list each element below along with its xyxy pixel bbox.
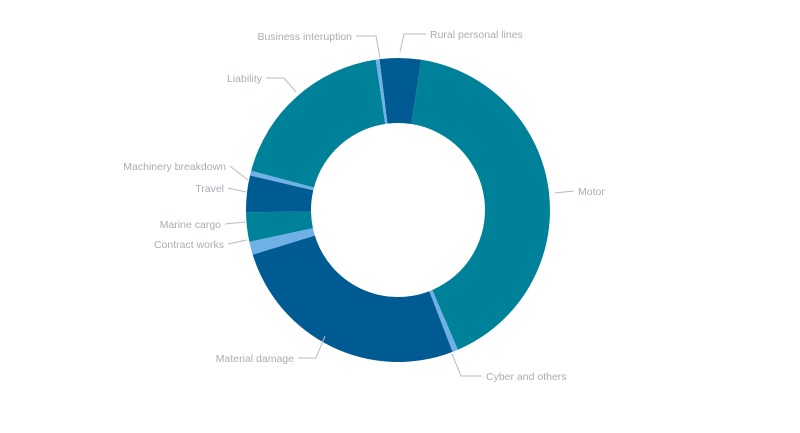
label-motor: Motor	[578, 186, 605, 198]
label-material-damage: Material damage	[216, 353, 294, 365]
label-travel: Travel	[195, 183, 224, 195]
leader-rural	[399, 33, 426, 53]
slice-business-interuption[interactable]	[375, 59, 388, 124]
slice-labels: Rural personal lines Business interuptio…	[123, 29, 605, 383]
label-business-interuption: Business interuption	[257, 31, 352, 43]
slice-machinery-breakdown[interactable]	[249, 170, 314, 191]
slice-cyber-and-others[interactable]	[429, 289, 458, 352]
slice-travel[interactable]	[246, 175, 314, 213]
leader-machinery	[229, 165, 249, 181]
leader-lines	[224, 33, 575, 377]
leader-business	[356, 35, 381, 59]
leader-cyber	[451, 353, 482, 377]
slice-liability[interactable]	[251, 59, 386, 188]
leader-motor	[554, 190, 575, 194]
label-machinery-breakdown: Machinery breakdown	[123, 161, 226, 173]
label-rural-personal-lines: Rural personal lines	[430, 29, 523, 41]
leader-contract	[227, 239, 248, 245]
label-marine-cargo: Marine cargo	[160, 219, 221, 231]
label-contract-works: Contract works	[154, 239, 224, 251]
label-cyber-and-others: Cyber and others	[486, 371, 567, 383]
leader-material	[298, 335, 326, 359]
donut-slices	[246, 57, 550, 362]
leader-marine	[224, 221, 246, 225]
slice-material-damage[interactable]	[252, 235, 453, 362]
slice-motor[interactable]	[411, 59, 550, 350]
slice-marine-cargo[interactable]	[246, 211, 313, 242]
leader-travel	[227, 187, 247, 193]
label-liability: Liability	[227, 73, 263, 85]
leader-liability	[266, 77, 297, 93]
slice-rural-personal-lines[interactable]	[379, 57, 422, 125]
slice-contract-works[interactable]	[249, 228, 315, 255]
